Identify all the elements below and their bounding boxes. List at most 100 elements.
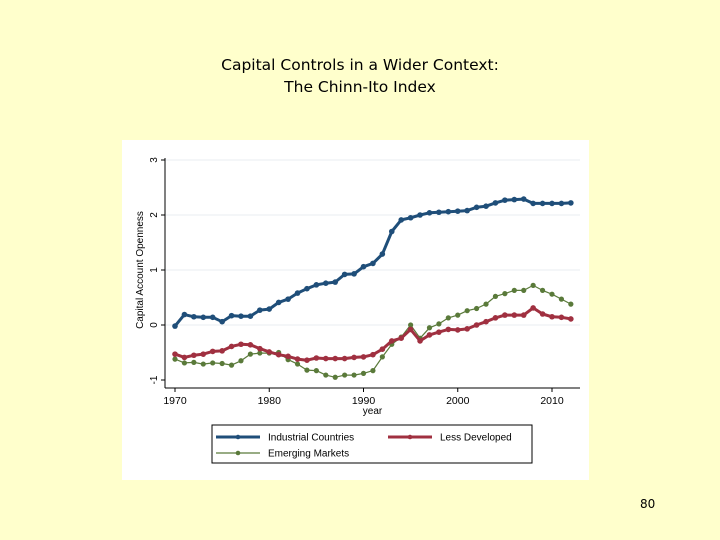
data-point xyxy=(520,196,527,202)
data-point xyxy=(502,197,508,203)
data-point xyxy=(464,326,470,332)
data-point xyxy=(426,210,433,216)
data-point xyxy=(417,212,423,218)
data-point xyxy=(370,351,376,358)
x-axis-label: year xyxy=(363,406,383,417)
x-tick-label: 1970 xyxy=(163,395,187,407)
data-point xyxy=(436,329,442,335)
data-point xyxy=(304,357,310,363)
data-point xyxy=(209,348,216,355)
data-point xyxy=(407,326,414,333)
data-point xyxy=(379,346,386,352)
slide-title: Capital Controls in a Wider Context: The… xyxy=(0,54,720,98)
x-tick-label: 2000 xyxy=(446,395,470,407)
data-point xyxy=(454,327,461,333)
title-line-1: Capital Controls in a Wider Context: xyxy=(221,56,499,74)
legend: Industrial Countries Less Developed Emergi… xyxy=(211,424,533,464)
data-point xyxy=(332,374,338,380)
page-number: 80 xyxy=(640,497,656,511)
data-point xyxy=(370,260,376,267)
y-tick-label: 1 xyxy=(149,267,160,273)
title-line-2: The Chinn-Ito Index xyxy=(284,78,436,96)
data-point xyxy=(247,313,254,319)
data-point xyxy=(549,200,555,207)
chart-panel: -1 0 1 2 3 Capital Account Openness 1970 1980 19… xyxy=(122,140,589,480)
data-point xyxy=(313,355,320,361)
legend-swatch-marker xyxy=(235,450,241,456)
x-tick-label: 1980 xyxy=(258,395,282,407)
data-point xyxy=(238,313,244,319)
data-point xyxy=(323,372,329,378)
data-point xyxy=(568,200,574,206)
data-point xyxy=(511,312,518,318)
data-point xyxy=(407,214,414,221)
data-point xyxy=(521,287,527,293)
data-point xyxy=(181,311,188,318)
data-point xyxy=(530,305,536,311)
data-point xyxy=(539,311,546,317)
data-point xyxy=(436,321,442,327)
data-point xyxy=(360,263,367,270)
axes: -1 0 1 2 3 Capital Account Openness 1970 1980 19… xyxy=(135,157,580,417)
data-point xyxy=(247,342,254,348)
data-point xyxy=(219,360,225,367)
data-point xyxy=(191,359,197,365)
data-point xyxy=(454,208,461,214)
data-point xyxy=(351,372,357,378)
data-point xyxy=(398,217,405,223)
data-point xyxy=(172,323,178,329)
x-tick-label: 2010 xyxy=(540,395,564,407)
legend-label: Less Developed xyxy=(440,433,512,444)
data-point xyxy=(219,318,225,325)
data-point xyxy=(539,200,546,207)
data-point xyxy=(568,316,574,322)
data-point xyxy=(332,279,339,285)
data-point xyxy=(558,314,565,321)
data-point xyxy=(342,372,348,378)
data-point xyxy=(294,361,301,367)
data-point xyxy=(285,296,291,302)
data-point xyxy=(172,356,178,362)
legend-box xyxy=(211,424,533,464)
y-tick-label: 0 xyxy=(149,322,160,328)
data-point xyxy=(332,355,339,362)
y-tick-label: 3 xyxy=(149,157,160,163)
data-point xyxy=(492,200,499,206)
line-chart: -1 0 1 2 3 Capital Account Openness 1970 1980 19… xyxy=(135,157,580,464)
data-point xyxy=(426,332,433,338)
data-point xyxy=(257,350,263,356)
data-point xyxy=(445,315,451,321)
data-point xyxy=(210,360,216,366)
legend-label: Industrial Countries xyxy=(268,433,354,444)
data-point xyxy=(379,354,385,360)
data-point xyxy=(294,356,301,362)
data-point xyxy=(426,325,433,331)
data-point xyxy=(351,271,357,277)
data-point xyxy=(445,208,452,215)
legend-swatch-marker xyxy=(407,434,413,440)
data-point xyxy=(313,282,320,288)
legend-swatch-marker xyxy=(235,434,241,440)
data-point xyxy=(539,287,546,293)
data-point xyxy=(294,290,301,296)
data-point xyxy=(323,355,329,362)
data-point xyxy=(417,338,423,344)
data-point xyxy=(511,196,518,203)
data-point xyxy=(304,367,310,373)
data-point xyxy=(388,228,395,235)
data-point xyxy=(388,338,395,344)
data-point xyxy=(200,314,207,321)
data-point xyxy=(568,301,574,307)
data-point xyxy=(379,251,386,257)
data-point xyxy=(360,354,367,360)
data-point xyxy=(558,200,565,207)
data-point xyxy=(473,204,480,211)
data-point xyxy=(228,312,235,319)
data-point xyxy=(408,322,414,328)
data-point xyxy=(341,355,348,362)
data-point xyxy=(200,361,206,367)
data-point xyxy=(341,271,348,278)
data-point xyxy=(172,351,178,357)
data-point xyxy=(266,349,273,355)
data-point xyxy=(181,360,188,366)
